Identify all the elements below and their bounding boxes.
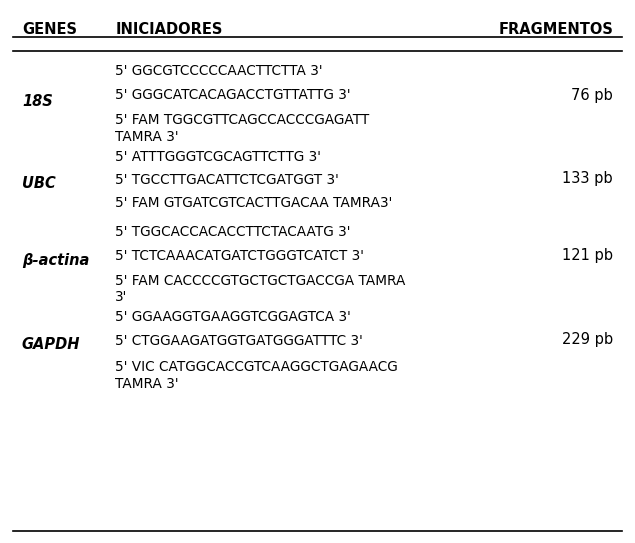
- Text: 5' ATTTGGGTCGCAGTTCTTG 3': 5' ATTTGGGTCGCAGTTCTTG 3': [115, 150, 321, 164]
- Text: 5' FAM TGGCGTTCAGCCACCCGAGATT
TAMRA 3': 5' FAM TGGCGTTCAGCCACCCGAGATT TAMRA 3': [115, 113, 370, 144]
- Text: 5' GGCGTCCCCCAACTTCTTA 3': 5' GGCGTCCCCCAACTTCTTA 3': [115, 64, 323, 78]
- Text: 5' VIC CATGGCACCGTCAAGGCTGAGAACG
TAMRA 3': 5' VIC CATGGCACCGTCAAGGCTGAGAACG TAMRA 3…: [115, 361, 398, 391]
- Text: 133 pb: 133 pb: [563, 172, 613, 186]
- Text: β-actina: β-actina: [22, 254, 90, 268]
- Text: 5' TCTCAAACATGATCTGGGTCATCT 3': 5' TCTCAAACATGATCTGGGTCATCT 3': [115, 249, 364, 263]
- Text: GAPDH: GAPDH: [22, 337, 81, 352]
- Text: 18S: 18S: [22, 94, 53, 109]
- Text: 5' TGGCACCACACCTTCTACAATG 3': 5' TGGCACCACACCTTCTACAATG 3': [115, 225, 351, 239]
- Text: 5' GGGCATCACAGACCTGTTATTG 3': 5' GGGCATCACAGACCTGTTATTG 3': [115, 88, 351, 102]
- Text: 5' GGAAGGTGAAGGTCGGAGTCA 3': 5' GGAAGGTGAAGGTCGGAGTCA 3': [115, 311, 351, 324]
- Text: 121 pb: 121 pb: [562, 248, 613, 263]
- Text: 5' FAM GTGATCGTCACTTGACAA TAMRA3': 5' FAM GTGATCGTCACTTGACAA TAMRA3': [115, 197, 392, 211]
- Text: UBC: UBC: [22, 176, 56, 191]
- Text: 76 pb: 76 pb: [572, 89, 613, 103]
- Text: 5' FAM CACCCCGTGCTGCTGACCGA TAMRA
3': 5' FAM CACCCCGTGCTGCTGACCGA TAMRA 3': [115, 274, 406, 305]
- Text: 5' TGCCTTGACATTCTCGATGGT 3': 5' TGCCTTGACATTCTCGATGGT 3': [115, 173, 339, 187]
- Text: INICIADORES: INICIADORES: [115, 22, 223, 37]
- Text: FRAGMENTOS: FRAGMENTOS: [498, 22, 613, 37]
- Text: 5' CTGGAAGATGGTGATGGGATTTC 3': 5' CTGGAAGATGGTGATGGGATTTC 3': [115, 334, 363, 348]
- Text: GENES: GENES: [22, 22, 77, 37]
- Text: 229 pb: 229 pb: [562, 332, 613, 346]
